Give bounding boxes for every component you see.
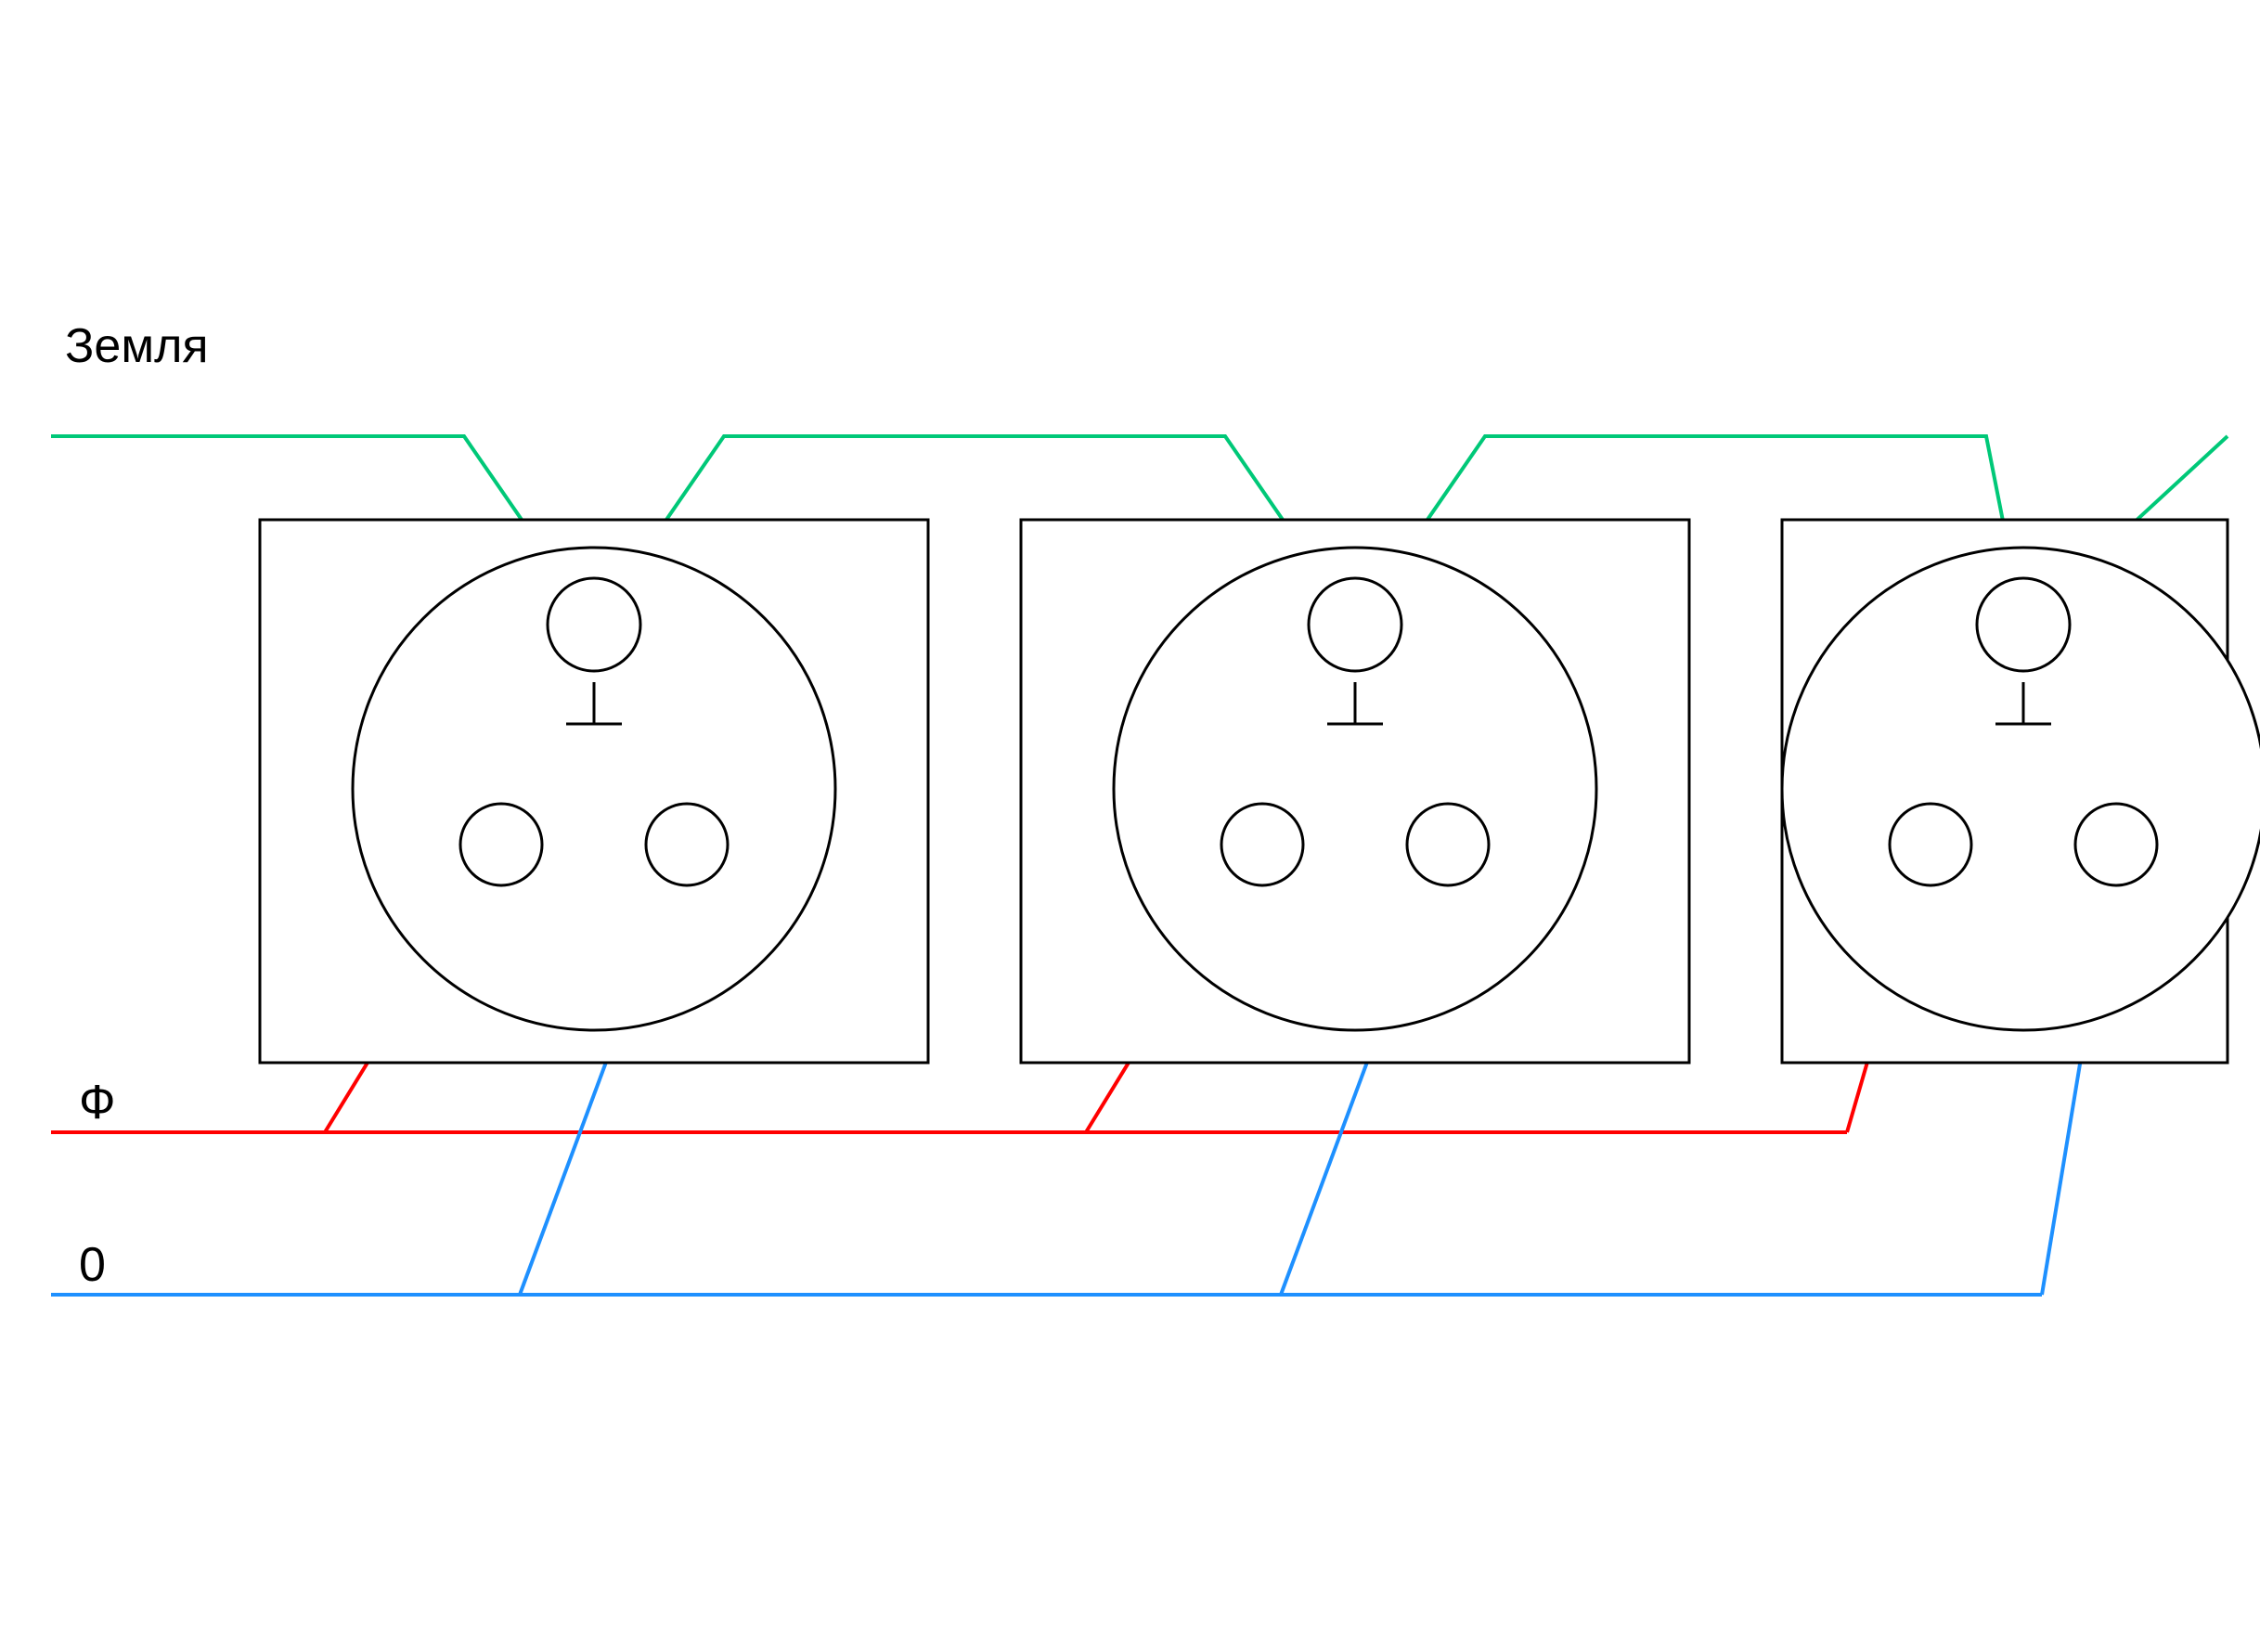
earth-pin [1309,578,1401,671]
phase-pin [1221,804,1303,885]
socket-3 [1782,520,2260,1063]
phase-pin [460,804,542,885]
neutral-pin [646,804,728,885]
wiring-diagram: Земля Ф 0 [0,0,2260,1652]
label-earth: Земля [65,319,209,373]
earth-pin [1977,578,2070,671]
socket-2 [1021,520,1689,1063]
phase-pin [1890,804,1971,885]
label-phase: Ф [79,1076,116,1129]
neutral-pin [2075,804,2157,885]
socket-1 [260,520,928,1063]
label-neutral: 0 [79,1238,106,1292]
earth-pin [548,578,640,671]
neutral-pin [1407,804,1489,885]
